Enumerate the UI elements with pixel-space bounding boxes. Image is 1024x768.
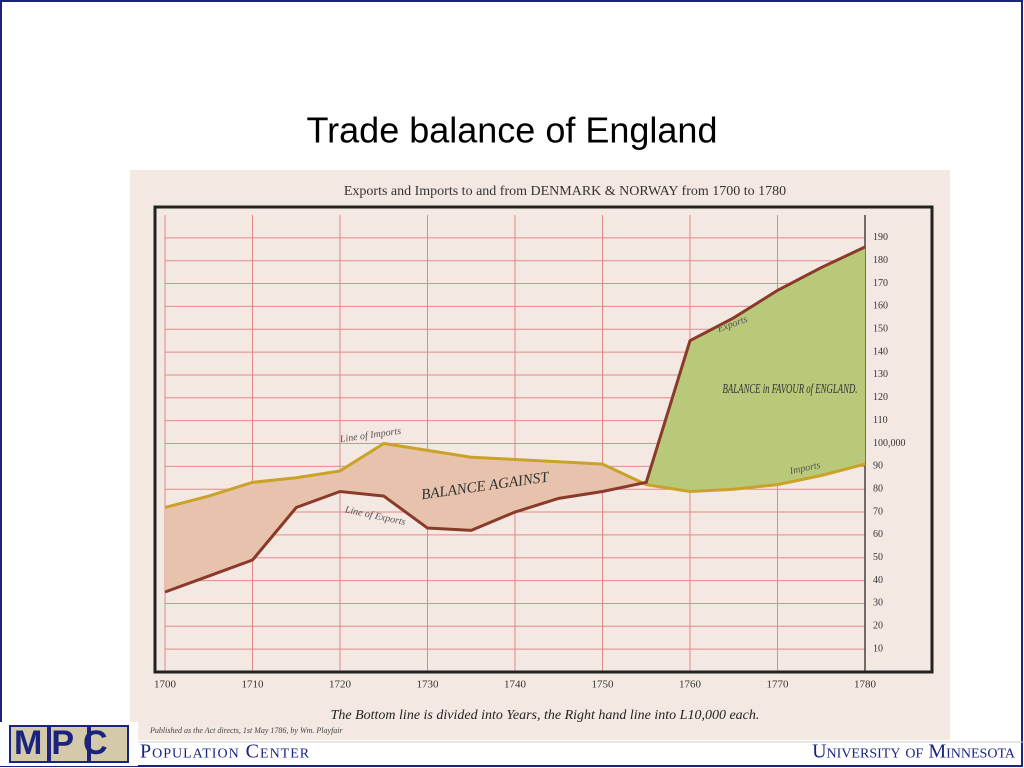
logo-box: [89, 725, 129, 763]
balance-against-area: [165, 443, 865, 593]
y-tick-label: 70: [873, 506, 883, 517]
y-tick-label: 100,000: [873, 438, 906, 449]
x-tick-label: 1700: [154, 679, 177, 691]
y-tick-label: 40: [873, 575, 883, 586]
y-tick-label: 110: [873, 415, 888, 426]
y-tick-label: 150: [873, 324, 888, 335]
x-tick-label: 1740: [504, 679, 527, 691]
y-tick-label: 10: [873, 643, 883, 654]
plot: [164, 215, 866, 672]
plot-frame: [153, 205, 934, 674]
y-tick-label: 20: [873, 621, 883, 632]
x-tick-label: 1770: [767, 679, 790, 691]
y-tick-label: 90: [873, 461, 883, 472]
y-tick-label: 50: [873, 552, 883, 563]
logo: MPC: [14, 724, 117, 762]
logo-box: [49, 725, 89, 763]
y-tick-label: 140: [873, 346, 888, 357]
x-axis-label: The Bottom line is divided into Years, t…: [331, 708, 760, 723]
series-line: [164, 441, 866, 509]
footer-center: Population Center: [140, 741, 310, 763]
chart-title: Exports and Imports to and from DENMARK …: [344, 184, 786, 199]
x-tick-label: 1760: [679, 679, 702, 691]
slide-title: Trade balance of England: [307, 110, 718, 151]
annotation: BALANCE in FAVOUR of ENGLAND.: [723, 382, 858, 397]
note: Published as the Act directs, 1st May 17…: [149, 726, 344, 735]
y-tick-label: 80: [873, 483, 883, 494]
x-tick-label: 1750: [592, 679, 615, 691]
x-tick-label: 1730: [417, 679, 440, 691]
logo-box: [9, 725, 49, 763]
x-tick-label: 1780: [854, 679, 877, 691]
series-line: [164, 245, 866, 594]
y-tick-label: 190: [873, 232, 888, 243]
footer-university: University of Minnesota: [812, 741, 1016, 763]
y-tick-label: 170: [873, 278, 888, 289]
y-tick-label: 120: [873, 392, 888, 403]
y-tick-label: 30: [873, 598, 883, 609]
y-tick-label: 130: [873, 369, 888, 380]
x-tick-label: 1710: [242, 679, 265, 691]
x-tick-label: 1720: [329, 679, 352, 691]
y-tick-label: 60: [873, 529, 883, 540]
y-tick-label: 180: [873, 255, 888, 266]
y-tick-label: 160: [873, 301, 888, 312]
